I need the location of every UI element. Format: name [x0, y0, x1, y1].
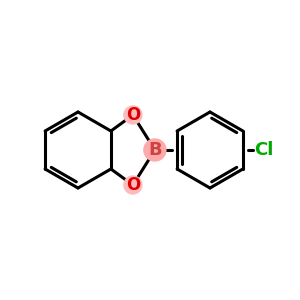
- Text: B: B: [148, 141, 162, 159]
- Text: O: O: [126, 176, 140, 194]
- Circle shape: [124, 106, 142, 124]
- Circle shape: [144, 139, 166, 161]
- Circle shape: [124, 176, 142, 194]
- Text: Cl: Cl: [254, 141, 273, 159]
- Text: O: O: [126, 106, 140, 124]
